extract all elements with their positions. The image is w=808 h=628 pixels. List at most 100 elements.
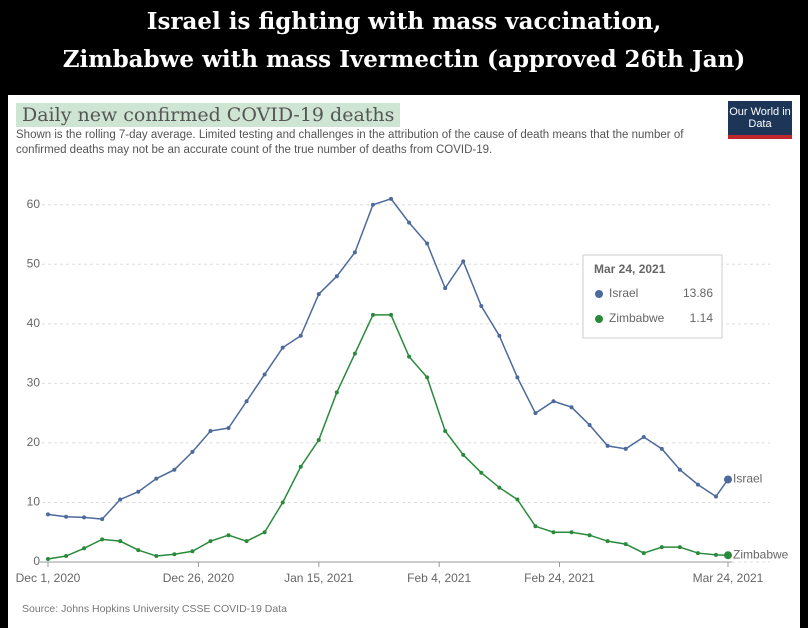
point: [244, 399, 249, 404]
point: [425, 241, 430, 246]
point: [569, 405, 574, 410]
end-label: Israel: [733, 472, 762, 486]
point: [479, 470, 484, 475]
point: [533, 411, 538, 416]
point: [208, 429, 213, 434]
point: [551, 399, 556, 404]
y-tick-label: 60: [27, 197, 41, 211]
point: [443, 429, 448, 434]
point: [262, 372, 267, 377]
point: [605, 539, 610, 544]
point: [334, 390, 339, 395]
point: [136, 548, 141, 553]
point: [316, 292, 321, 297]
y-tick-label: 30: [27, 376, 41, 390]
point: [497, 333, 502, 338]
x-tick-label: Dec 26, 2020: [163, 571, 235, 585]
chart-card: Daily new confirmed COVID-19 deaths Show…: [8, 95, 800, 628]
y-tick-label: 0: [33, 554, 40, 568]
point: [533, 524, 538, 529]
point: [226, 533, 231, 538]
logo[interactable]: Our World in Data: [728, 101, 792, 139]
series-line: [47, 197, 729, 520]
point: [407, 220, 412, 225]
chart-title: Daily new confirmed COVID-19 deaths: [16, 103, 401, 127]
point: [208, 539, 213, 544]
point: [154, 554, 159, 559]
point: [118, 497, 123, 502]
point: [136, 489, 141, 494]
point: [497, 485, 502, 490]
point: [425, 375, 430, 380]
point: [623, 542, 628, 547]
y-tick-label: 40: [27, 316, 41, 330]
point: [46, 557, 50, 562]
end-point: [724, 475, 732, 484]
tooltip-name: Zimbabwe: [609, 311, 665, 325]
x-tick-label: Mar 24, 2021: [693, 571, 764, 585]
point: [659, 545, 664, 550]
point: [587, 533, 592, 538]
point: [407, 354, 412, 359]
point: [352, 250, 357, 255]
tooltip-value: 1.14: [690, 311, 714, 325]
point: [64, 554, 69, 559]
point: [172, 552, 177, 557]
point: [262, 530, 267, 535]
point: [569, 530, 574, 535]
point: [515, 497, 520, 502]
point: [587, 423, 592, 428]
point: [713, 494, 718, 499]
point: [100, 517, 105, 522]
point: [677, 467, 682, 472]
point: [154, 476, 159, 481]
header-line: Israel is fighting with mass vaccination…: [146, 8, 662, 35]
point: [641, 434, 646, 439]
point: [713, 552, 718, 557]
point: [461, 259, 466, 264]
point: [82, 546, 87, 551]
point: [190, 549, 195, 554]
point: [244, 539, 249, 544]
point: [280, 500, 285, 505]
point: [370, 202, 375, 207]
tooltip: Mar 24, 2021 Israel 13.86 Zimbabwe 1.14: [582, 254, 723, 339]
tooltip-swatch: [595, 290, 603, 298]
point: [370, 312, 375, 317]
x-tick-label: Dec 1, 2020: [16, 571, 81, 585]
tooltip-swatch: [595, 315, 603, 323]
tooltip-value: 13.86: [683, 286, 713, 300]
point: [641, 551, 646, 556]
series-line: [47, 314, 729, 560]
header-line: Zimbabwe with mass Ivermectin (approved …: [62, 46, 746, 73]
point: [82, 515, 87, 520]
point: [461, 452, 466, 457]
point: [100, 537, 105, 542]
x-tick-label: Jan 15, 2021: [284, 571, 354, 585]
tooltip-box: [582, 254, 723, 339]
point: [389, 312, 394, 317]
chart-subtitle: Shown is the rolling 7-day average. Limi…: [16, 129, 684, 156]
point: [695, 551, 700, 556]
point: [316, 437, 321, 442]
x-tick-label: Feb 4, 2021: [407, 571, 471, 585]
end-point: [724, 551, 732, 560]
point: [623, 446, 628, 451]
point: [118, 539, 123, 544]
point: [551, 530, 556, 535]
x-tick-label: Feb 24, 2021: [524, 571, 595, 585]
point: [334, 274, 339, 279]
point: [64, 514, 69, 519]
point: [298, 464, 303, 469]
point: [352, 351, 357, 356]
point: [479, 303, 484, 308]
source: Source: Johns Hopkins University CSSE CO…: [22, 603, 287, 615]
point: [605, 443, 610, 448]
tooltip-date: Mar 24, 2021: [594, 262, 666, 276]
tooltip-name: Israel: [609, 286, 638, 300]
end-label: Zimbabwe: [733, 547, 789, 561]
point: [298, 333, 303, 338]
point: [46, 512, 50, 517]
